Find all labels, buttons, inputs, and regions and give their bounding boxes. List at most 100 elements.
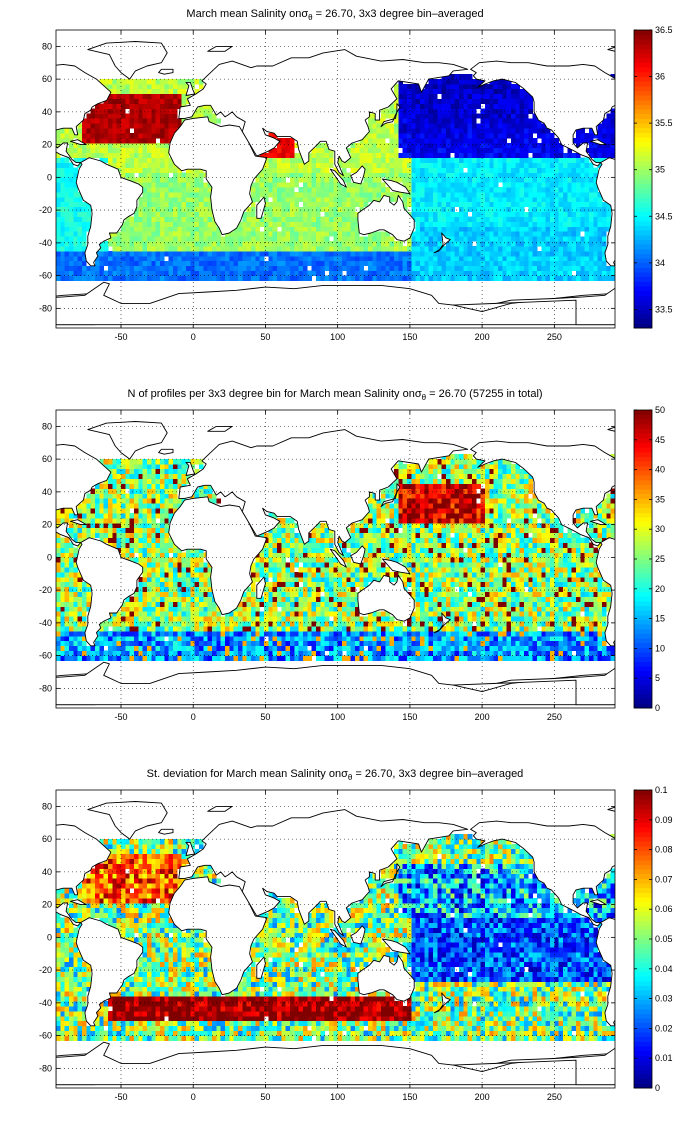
data-bin [420,211,425,217]
data-bin [303,621,308,627]
data-bin [580,133,585,139]
data-bin [528,98,533,104]
data-bin [532,157,538,163]
data-bin [285,201,291,208]
data-bin [450,84,455,90]
data-bin [142,650,148,656]
data-bin [181,621,187,627]
data-bin [493,177,499,183]
data-bin [56,192,61,198]
data-bin [528,108,533,114]
data-bin [342,172,347,178]
data-bin [147,241,152,247]
data-bin [164,113,169,119]
data-bin [589,162,594,168]
data-bin [320,182,325,188]
data-bin [307,270,312,276]
data-bin [346,650,351,656]
data-bin [268,241,273,247]
data-bin [498,152,503,159]
data-bin [134,635,139,642]
data-bin [346,626,351,632]
data-bin [372,133,377,139]
data-bin [580,128,585,134]
data-bin [203,226,208,232]
data-bin [571,206,577,213]
data-bin [528,142,533,149]
data-bin [272,177,278,183]
data-bin [190,251,195,257]
data-bin [147,201,152,208]
data-bin [121,147,126,154]
data-bin [303,255,308,262]
data-bin [420,241,425,247]
data-bin [142,172,148,178]
data-bin [606,142,611,149]
data-bin [519,157,525,163]
data-bin [60,241,65,247]
data-bin [337,187,343,193]
data-bin [485,84,490,90]
data-bin [160,236,165,242]
data-bin [155,231,161,237]
data-bin [411,265,416,271]
data-bin [394,84,399,90]
data-bin [437,142,442,149]
data-bin [493,79,499,85]
data-bin [177,265,182,271]
data-bin [199,192,204,198]
data-bin [376,275,382,281]
data-bin [485,255,490,262]
data-bin [372,265,377,271]
x-tick-label: -50 [114,332,127,342]
profile-count-panel: N of profiles per 3x3 degree bin for Mar… [39,388,665,722]
data-bin [489,255,494,262]
data-bin [480,182,486,188]
data-bin [571,236,577,242]
data-bin [103,157,109,163]
data-bin [350,201,356,208]
data-bin [394,162,399,168]
data-bin [259,655,265,661]
data-bin [597,162,603,168]
data-bin [567,626,572,632]
data-bin [186,265,191,271]
data-bin [73,147,78,154]
data-bin [580,162,585,168]
data-bin [368,113,373,119]
data-bin [329,192,334,198]
data-bin [580,640,585,647]
data-bin [181,172,187,178]
data-bin [537,142,542,149]
data-bin [381,265,386,271]
data-bin [498,108,503,114]
data-bin [541,206,546,213]
data-bin [437,197,442,203]
data-bin [402,197,408,203]
data-bin [420,172,425,178]
data-bin [424,157,429,163]
data-bin [467,167,473,173]
data-bin [112,123,117,129]
data-bin [164,221,169,227]
data-bin [498,98,503,104]
data-bin [160,142,165,149]
data-bin [467,265,473,271]
data-bin [450,172,455,178]
data-bin [485,108,490,114]
data-bin [576,182,581,188]
data-bin [112,260,117,267]
colorbar-step [634,53,652,59]
data-bin [519,133,525,139]
data-bin [277,152,282,159]
data-bin [381,260,386,267]
data-bin [424,192,429,198]
data-bin [99,157,104,163]
data-bin [268,626,273,632]
data-bin [437,103,442,109]
data-bin [541,621,546,627]
data-bin [454,221,460,227]
data-bin [489,133,494,139]
data-bin [472,118,477,124]
data-bin [437,201,442,208]
